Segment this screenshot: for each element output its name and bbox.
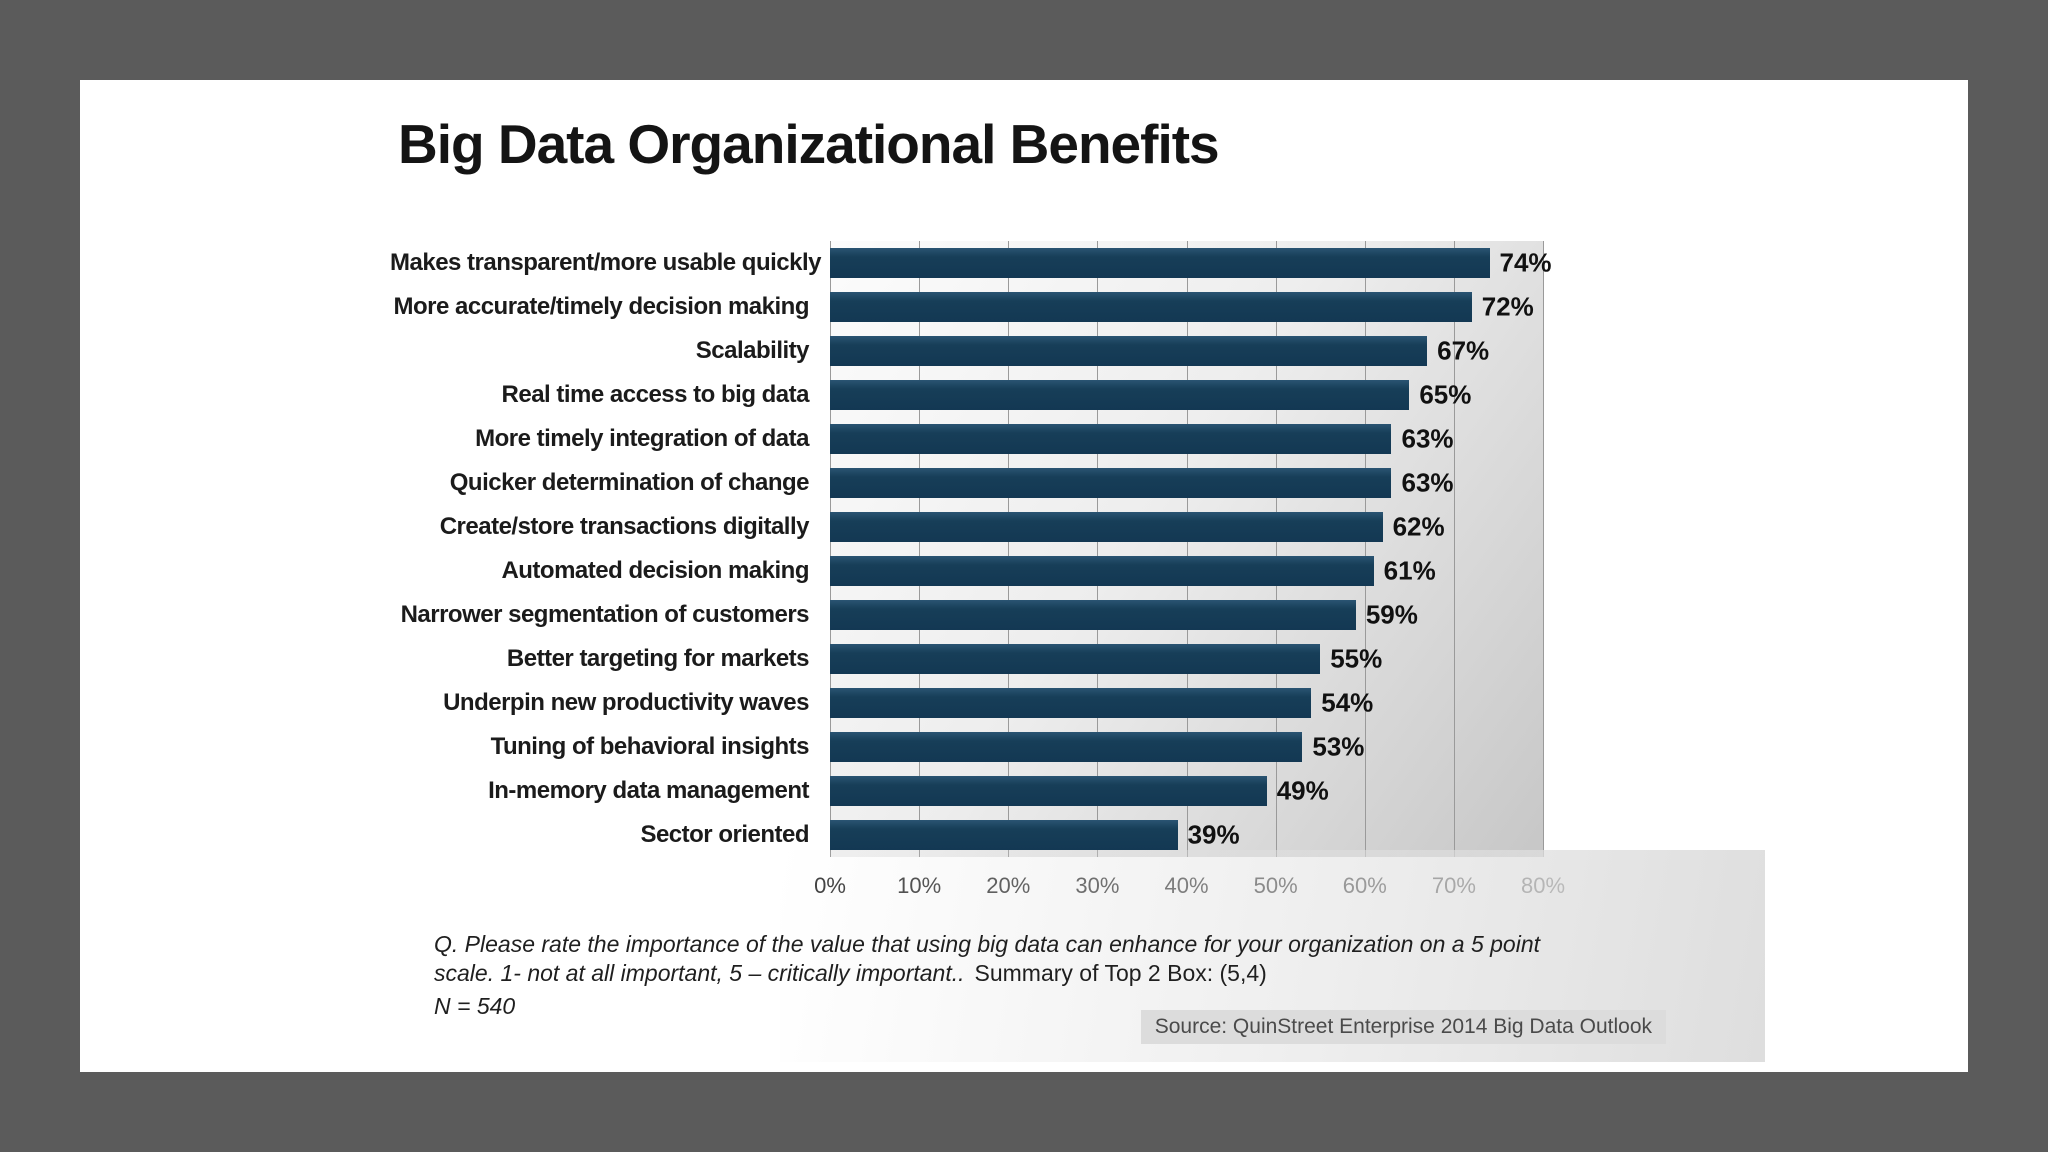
bar-track: 39% [830, 813, 1543, 857]
bar [830, 820, 1178, 850]
bar-track: 49% [830, 769, 1543, 813]
bar [830, 776, 1267, 806]
gridline [919, 241, 921, 857]
bar-value-label: 65% [1419, 379, 1472, 410]
bar [830, 380, 1410, 410]
bar-chart-rows: Makes transparent/more usable quickly 74… [390, 241, 1552, 857]
bar-row-label: Sector oriented [640, 821, 809, 848]
bar-row-label: Better targeting for markets [506, 645, 810, 672]
bar-row: Tuning of behavioral insights 53% [390, 725, 1543, 769]
bar-row-label: Automated decision making [501, 557, 809, 584]
bar-row: Narrower segmentation of customers 59% [390, 593, 1543, 637]
bar [830, 644, 1321, 674]
bar-track: 61% [830, 549, 1543, 593]
bar-value-label: 55% [1330, 643, 1383, 674]
gridline [830, 241, 831, 857]
bar [830, 336, 1428, 366]
bar-track: 53% [830, 725, 1543, 769]
bar-row: More timely integration of data 63% [390, 417, 1543, 461]
sample-size: N = 540 [434, 992, 516, 1019]
gridline [1097, 241, 1099, 857]
bar-row: Sector oriented 39% [390, 813, 1543, 857]
bar-row-label: More accurate/timely decision making [393, 293, 810, 320]
bar-value-label: 61% [1383, 555, 1436, 586]
footnote-question: Q. Please rate the importance of the val… [434, 931, 1540, 986]
bar [830, 248, 1490, 278]
bar-row: Underpin new productivity waves 54% [390, 681, 1543, 725]
bar-row: Real time access to big data 65% [390, 373, 1543, 417]
gridline [1453, 241, 1455, 857]
bar-value-label: 39% [1187, 819, 1240, 850]
bar [830, 512, 1383, 542]
gridline [1186, 241, 1188, 857]
bar-track: 54% [830, 681, 1543, 725]
bar-row: Create/store transactions digitally 62% [390, 505, 1543, 549]
bar-value-label: 53% [1312, 731, 1365, 762]
bar [830, 556, 1374, 586]
gridline [1543, 241, 1544, 857]
bar [830, 468, 1392, 498]
bar-row-label: In-memory data management [488, 777, 809, 804]
bar-row: In-memory data management 49% [390, 769, 1543, 813]
bar-track: 65% [830, 373, 1543, 417]
bar-value-label: 74% [1499, 247, 1552, 278]
bar [830, 732, 1303, 762]
bar-row-label: Narrower segmentation of customers [400, 601, 810, 628]
bar-row-label: Create/store transactions digitally [439, 513, 810, 540]
gridline [1275, 241, 1277, 857]
bar-value-label: 54% [1321, 687, 1374, 718]
gridline [1364, 241, 1366, 857]
bar [830, 292, 1472, 322]
bar-row-label: Makes transparent/more usable quickly [390, 249, 822, 276]
bar-track: 74% [830, 241, 1552, 285]
bar-value-label: 63% [1401, 423, 1454, 454]
bar-chart: Makes transparent/more usable quickly 74… [390, 241, 1565, 898]
bar-row-label: Tuning of behavioral insights [490, 733, 810, 760]
bar-track: 63% [830, 417, 1543, 461]
bar-track: 62% [830, 505, 1543, 549]
bar [830, 688, 1312, 718]
bar-row: More accurate/timely decision making 72% [390, 285, 1543, 329]
bar-value-label: 63% [1401, 467, 1454, 498]
bar-row-label: Quicker determination of change [449, 469, 810, 496]
bar-row: Scalability 67% [390, 329, 1543, 373]
bar-track: 55% [830, 637, 1543, 681]
content-panel: Big Data Organizational Benefits Makes t… [80, 80, 1968, 1072]
bar-value-label: 49% [1276, 775, 1329, 806]
bar-row: Automated decision making 61% [390, 549, 1543, 593]
bar-track: 63% [830, 461, 1543, 505]
bar-row: Quicker determination of change 63% [390, 461, 1543, 505]
bar-track: 72% [830, 285, 1543, 329]
bar-row: Makes transparent/more usable quickly 74… [390, 241, 1552, 285]
bar-value-label: 59% [1365, 599, 1418, 630]
page-title: Big Data Organizational Benefits [398, 113, 1220, 175]
bar-value-label: 67% [1437, 335, 1490, 366]
bar-track: 67% [830, 329, 1543, 373]
bar-value-label: 72% [1481, 291, 1534, 322]
bar-row-label: Real time access to big data [501, 381, 810, 408]
gridline [1008, 241, 1010, 857]
bar [830, 424, 1392, 454]
bar-track: 59% [830, 593, 1543, 637]
footnote: Q. Please rate the importance of the val… [434, 930, 1564, 1020]
footnote-summary: Summary of Top 2 Box: (5,4) [974, 959, 1267, 986]
source-credit: Source: QuinStreet Enterprise 2014 Big D… [1140, 1010, 1666, 1044]
bar-value-label: 62% [1392, 511, 1445, 542]
bar [830, 600, 1356, 630]
bar-row: Better targeting for markets 55% [390, 637, 1543, 681]
bar-row-label: More timely integration of data [475, 425, 809, 452]
bar-row-label: Scalability [695, 337, 810, 364]
bar-row-label: Underpin new productivity waves [443, 689, 809, 716]
